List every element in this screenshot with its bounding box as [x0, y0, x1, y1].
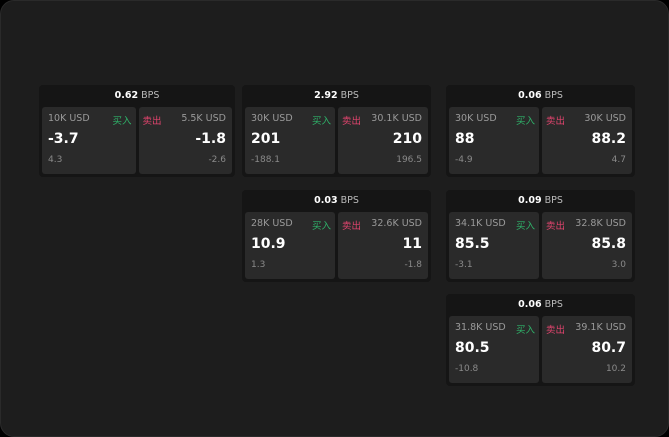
- buy-change: 1.3: [251, 260, 266, 270]
- buy-label: 买入: [515, 116, 535, 127]
- buy-change: -4.9: [455, 155, 473, 165]
- spread-header: 0.06 BPS: [446, 85, 635, 106]
- quote-card: 0.03 BPS 28K USD 买入 10.9 1.3 卖出 32.6K USD…: [242, 190, 431, 282]
- buy-size: 28K USD: [251, 218, 293, 229]
- spread-header: 0.03 BPS: [242, 190, 431, 211]
- sell-button[interactable]: 卖出 32.6K USD 11 -1.8: [338, 212, 428, 279]
- quote-card: 0.62 BPS 10K USD 买入 -3.7 4.3 卖出 5.5K USD …: [39, 85, 235, 177]
- sell-button[interactable]: 卖出 30.1K USD 210 196.5: [338, 107, 428, 174]
- spread-value: 0.06: [518, 90, 542, 101]
- spread-value: 0.03: [314, 195, 338, 206]
- spread-value: 2.92: [314, 90, 338, 101]
- buy-size: 34.1K USD: [455, 218, 506, 229]
- sell-label: 卖出: [546, 116, 566, 127]
- sell-size: 32.6K USD: [371, 218, 422, 229]
- sell-price: -1.8: [195, 131, 226, 147]
- sell-size: 39.1K USD: [575, 322, 626, 333]
- sell-price: 80.7: [591, 340, 626, 356]
- buy-change: -10.8: [455, 364, 479, 374]
- quote-card: 0.06 BPS 30K USD 买入 88 -4.9 卖出 30K USD 88…: [446, 85, 635, 177]
- spread-header: 2.92 BPS: [242, 85, 431, 106]
- sell-change: 196.5: [396, 155, 422, 165]
- sell-button[interactable]: 卖出 39.1K USD 80.7 10.2: [542, 316, 632, 383]
- buy-label: 买入: [515, 325, 535, 336]
- buy-change: -188.1: [251, 155, 281, 165]
- sell-price: 85.8: [591, 236, 626, 252]
- sell-change: -2.6: [208, 155, 226, 165]
- spread-unit: BPS: [340, 90, 359, 101]
- buy-label: 买入: [515, 221, 535, 232]
- buy-button[interactable]: 30K USD 买入 88 -4.9: [449, 107, 539, 174]
- buy-size: 10K USD: [48, 113, 90, 124]
- sell-change: 4.7: [611, 155, 626, 165]
- spread-unit: BPS: [544, 195, 563, 206]
- sell-button[interactable]: 卖出 32.8K USD 85.8 3.0: [542, 212, 632, 279]
- sell-price: 11: [402, 236, 422, 252]
- buy-price: 10.9: [251, 236, 286, 252]
- sell-label: 卖出: [342, 221, 362, 232]
- buy-button[interactable]: 31.8K USD 买入 80.5 -10.8: [449, 316, 539, 383]
- sell-price: 210: [392, 131, 422, 147]
- buy-label: 买入: [112, 116, 132, 127]
- sell-change: 3.0: [611, 260, 626, 270]
- buy-price: -3.7: [48, 131, 79, 147]
- sell-size: 30K USD: [584, 113, 626, 124]
- spread-unit: BPS: [340, 195, 359, 206]
- sell-label: 卖出: [546, 221, 566, 232]
- quote-card: 0.06 BPS 31.8K USD 买入 80.5 -10.8 卖出 39.1K…: [446, 294, 635, 386]
- buy-size: 30K USD: [455, 113, 497, 124]
- spread-unit: BPS: [544, 299, 563, 310]
- sell-button[interactable]: 卖出 5.5K USD -1.8 -2.6: [138, 107, 232, 174]
- buy-change: -3.1: [455, 260, 473, 270]
- buy-label: 买入: [311, 116, 331, 127]
- buy-price: 201: [251, 131, 281, 147]
- sell-change: 10.2: [605, 364, 626, 374]
- buy-button[interactable]: 34.1K USD 买入 85.5 -3.1: [449, 212, 539, 279]
- buy-button[interactable]: 30K USD 买入 201 -188.1: [245, 107, 335, 174]
- spread-unit: BPS: [544, 90, 563, 101]
- buy-label: 买入: [311, 221, 331, 232]
- sell-label: 卖出: [142, 116, 162, 127]
- spread-header: 0.62 BPS: [39, 85, 235, 106]
- sell-button[interactable]: 卖出 30K USD 88.2 4.7: [542, 107, 632, 174]
- buy-change: 4.3: [48, 155, 63, 165]
- buy-size: 31.8K USD: [455, 322, 506, 333]
- spread-header: 0.09 BPS: [446, 190, 635, 211]
- spread-value: 0.62: [114, 90, 139, 101]
- quote-card: 0.09 BPS 34.1K USD 买入 85.5 -3.1 卖出 32.8K …: [446, 190, 635, 282]
- buy-price: 88: [455, 131, 475, 147]
- spread-header: 0.06 BPS: [446, 294, 635, 315]
- sell-change: -1.8: [404, 260, 422, 270]
- buy-button[interactable]: 10K USD 买入 -3.7 4.3: [42, 107, 136, 174]
- quote-card: 2.92 BPS 30K USD 买入 201 -188.1 卖出 30.1K U…: [242, 85, 431, 177]
- sell-size: 5.5K USD: [181, 113, 226, 124]
- sell-label: 卖出: [342, 116, 362, 127]
- spread-value: 0.06: [518, 299, 542, 310]
- sell-size: 30.1K USD: [371, 113, 422, 124]
- buy-button[interactable]: 28K USD 买入 10.9 1.3: [245, 212, 335, 279]
- spread-value: 0.09: [518, 195, 542, 206]
- buy-price: 80.5: [455, 340, 490, 356]
- spread-unit: BPS: [141, 90, 160, 101]
- buy-size: 30K USD: [251, 113, 293, 124]
- sell-size: 32.8K USD: [575, 218, 626, 229]
- buy-price: 85.5: [455, 236, 490, 252]
- sell-label: 卖出: [546, 325, 566, 336]
- sell-price: 88.2: [591, 131, 626, 147]
